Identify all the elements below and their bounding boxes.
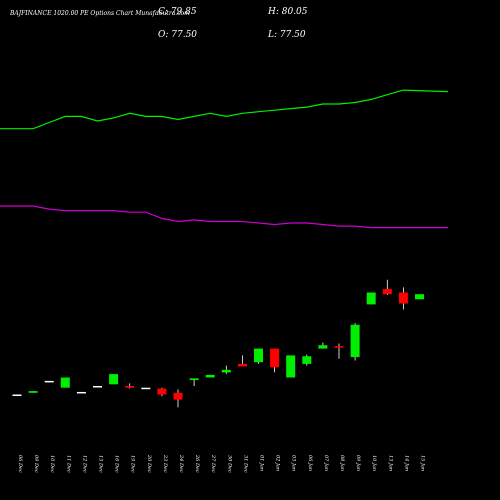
x-tick-label: 15 Jan — [420, 455, 426, 471]
x-tick-label: 08 Jan — [339, 455, 345, 471]
candle — [366, 292, 376, 305]
candle-body — [350, 324, 360, 358]
x-axis: 06 Dec 09 Dec 10 Dec 11 Dec 12 Dec 13 Dec 16 D… — [17, 454, 426, 473]
x-tick-label: 24 Dec — [178, 454, 184, 473]
x-tick-label: 16 Dec — [114, 455, 120, 473]
candle-body — [366, 292, 376, 305]
candle-body — [44, 380, 54, 383]
close-value: C: 79.85 — [158, 7, 197, 17]
low-value: L: 77.50 — [267, 30, 306, 40]
candle — [141, 387, 151, 390]
candle-body — [60, 377, 70, 388]
candle — [398, 287, 408, 310]
x-tick-label: 10 Dec — [49, 455, 55, 473]
x-tick-label: 23 Dec — [162, 454, 168, 473]
high-value: H: 80.05 — [267, 7, 308, 17]
candle-body — [205, 374, 215, 378]
x-tick-label: 01 Jan — [259, 455, 265, 471]
candle — [12, 394, 22, 396]
candle-body — [415, 294, 424, 300]
candle — [205, 374, 215, 378]
candle-body — [398, 292, 408, 304]
candle-body — [141, 387, 151, 390]
candle — [76, 391, 86, 394]
candle — [221, 365, 231, 375]
candle-body — [125, 386, 135, 388]
x-tick-label: 30 Dec — [226, 455, 232, 473]
x-tick-label: 13 Jan — [387, 455, 393, 471]
candle — [173, 389, 183, 408]
candle-body — [318, 345, 328, 349]
candle-body — [76, 391, 86, 394]
x-tick-label: 11 Dec — [65, 455, 71, 473]
candle — [44, 380, 54, 383]
candle-body — [93, 386, 102, 388]
x-tick-label: 13 Dec — [98, 455, 104, 473]
candle — [109, 374, 119, 385]
x-tick-label: 02 Jan — [275, 455, 281, 471]
candle-body — [173, 392, 183, 400]
x-tick-label: 06 Jan — [307, 455, 313, 471]
candle-body — [254, 348, 263, 363]
candle-body — [109, 374, 119, 385]
candle — [302, 354, 312, 366]
candle — [334, 343, 344, 359]
x-tick-label: 31 Dec — [242, 455, 248, 473]
candle — [415, 294, 424, 300]
x-tick-label: 10 Jan — [371, 455, 377, 471]
candle-body — [270, 348, 280, 368]
candle — [157, 387, 167, 397]
x-tick-label: 14 Jan — [403, 455, 409, 471]
x-tick-label: 03 Jan — [291, 455, 297, 471]
candle — [125, 383, 135, 389]
indicator-line-1 — [0, 89, 449, 130]
chart-header: BAJFINANCE 1020.00 PE Options Chart Muna… — [9, 7, 308, 40]
candle-body — [189, 378, 199, 381]
candle-body — [157, 388, 167, 395]
x-tick-label: 27 Dec — [210, 454, 216, 473]
candle — [237, 355, 247, 367]
x-tick-label: 09 Dec — [33, 455, 39, 473]
candle-body — [382, 289, 392, 295]
x-tick-label: 09 Jan — [355, 455, 361, 471]
candle — [382, 279, 392, 296]
indicator-lines — [0, 89, 449, 229]
candle — [350, 323, 360, 361]
candle — [28, 391, 38, 393]
x-tick-label: 19 Dec — [130, 455, 136, 473]
x-tick-label: 20 Dec — [146, 454, 152, 473]
candle-body — [302, 356, 312, 364]
candle-body — [12, 394, 22, 396]
candle — [254, 348, 263, 364]
candle — [270, 348, 280, 373]
candle-body — [334, 346, 344, 348]
chart-title: BAJFINANCE 1020.00 PE Options Chart Muna… — [9, 10, 190, 17]
candle-body — [28, 391, 38, 393]
candle-body — [237, 363, 247, 367]
candle-body — [221, 369, 231, 373]
x-tick-label: 26 Dec — [194, 454, 200, 473]
x-tick-label: 12 Dec — [81, 455, 87, 473]
x-tick-label: 07 Jan — [323, 455, 329, 471]
candle — [60, 377, 70, 388]
x-tick-label: 06 Dec — [17, 455, 23, 473]
candles — [12, 279, 424, 408]
candle-body — [286, 355, 296, 378]
candle — [93, 386, 102, 388]
indicator-line-2 — [0, 205, 448, 229]
open-value: O: 77.50 — [158, 30, 197, 40]
candle — [286, 355, 296, 378]
candle — [318, 342, 328, 349]
candle — [189, 378, 199, 386]
